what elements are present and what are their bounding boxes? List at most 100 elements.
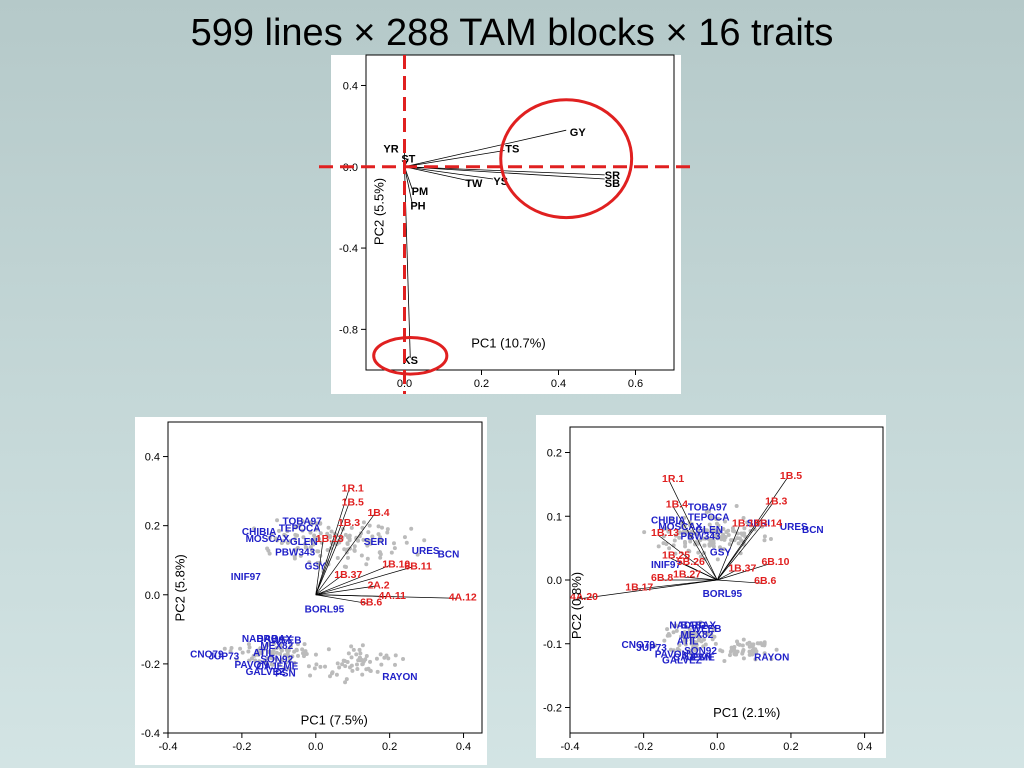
cultivar-label: PAVON (655, 649, 689, 660)
y-axis-label: PC2 (0.8%) (569, 572, 584, 639)
line-point (365, 538, 370, 543)
cultivar-label: JUP73 (209, 651, 240, 662)
line-point (729, 648, 734, 653)
line-point (737, 536, 742, 541)
line-point (688, 651, 693, 656)
line-point (712, 634, 717, 639)
y-tick-label: -0.8 (339, 324, 358, 336)
line-point (314, 662, 319, 667)
line-point (735, 639, 740, 644)
marker-label: 6B.8 (651, 572, 673, 584)
line-point (378, 538, 383, 543)
line-point (361, 537, 366, 542)
line-point (359, 553, 364, 558)
line-point (695, 647, 700, 652)
marker-vector (684, 563, 718, 581)
x-tick-label: 0.2 (783, 741, 798, 753)
trait-label-tw: TW (465, 178, 483, 190)
line-point (354, 652, 359, 657)
cultivar-label: SON92 (260, 655, 293, 666)
line-point (693, 634, 698, 639)
line-point (335, 661, 340, 666)
line-point (679, 521, 684, 526)
marker-vector (717, 579, 762, 584)
line-point (326, 525, 331, 530)
line-point (365, 556, 370, 561)
line-point (275, 518, 280, 523)
line-point (301, 651, 306, 656)
line-point (711, 527, 716, 532)
pc1-7-5-biplot: -0.4 -0.2 0.0 0.2 0.4 -0.4 -0.2 0.0 0.2 0.4 TOBA97… (141, 421, 483, 753)
trait-vector (404, 166, 494, 180)
x-tick-label: 0.6 (628, 378, 643, 390)
line-point (716, 523, 721, 528)
line-point (409, 526, 414, 531)
line-point (718, 535, 723, 540)
line-point (325, 531, 330, 536)
line-point (352, 544, 357, 549)
line-point (271, 641, 276, 646)
line-point (727, 653, 732, 658)
cultivar-label: MEX82 (260, 641, 293, 652)
line-point (247, 658, 252, 663)
marker-label: 5B.26 (677, 556, 705, 568)
line-point (350, 668, 355, 673)
line-point (708, 529, 713, 534)
line-point (384, 653, 389, 658)
line-point (340, 662, 345, 667)
line-point (267, 551, 272, 556)
line-point (687, 627, 692, 632)
y-tick-label: -0.1 (543, 639, 562, 651)
line-point (762, 538, 767, 543)
marker-vector (315, 575, 342, 596)
line-point (740, 649, 745, 654)
trait-label-yr: YR (383, 143, 398, 155)
line-point (685, 631, 690, 636)
line-point (256, 652, 261, 657)
line-point (346, 651, 351, 656)
marker-vector (717, 525, 762, 581)
line-point (314, 521, 319, 526)
line-point (342, 564, 347, 569)
line-point (274, 646, 279, 651)
line-point (666, 631, 671, 636)
y-tick-label: -0.4 (141, 728, 160, 740)
cultivar-label: GSY (305, 561, 326, 572)
cultivar-label: INIF97 (651, 560, 681, 571)
line-point (278, 642, 283, 647)
line-point (727, 542, 732, 547)
line-point (696, 528, 701, 533)
line-point (342, 547, 347, 552)
line-point (732, 648, 737, 653)
marker-label: 1B.37 (334, 569, 362, 581)
marker-vector (315, 539, 324, 595)
cultivar-label: CAJEME (673, 653, 715, 664)
marker-vector (315, 565, 390, 596)
marker-label: 6B.10 (761, 556, 789, 568)
line-point (276, 528, 281, 533)
y-axis-label: PC2 (5.5%) (371, 178, 386, 245)
line-point (665, 627, 670, 632)
cultivar-label: NADRO (242, 634, 279, 645)
line-point (718, 530, 723, 535)
line-point (750, 649, 755, 654)
line-point (325, 547, 330, 552)
trait-vector (404, 166, 411, 358)
cultivar-label: BORL95 (305, 605, 345, 616)
cultivar-label: BABAX (680, 621, 716, 632)
cultivar-label: MOSCAX (246, 534, 290, 545)
line-point (690, 645, 695, 650)
line-point (282, 653, 287, 658)
line-point (308, 673, 313, 678)
line-point (698, 554, 703, 559)
line-point (367, 523, 372, 528)
line-point (687, 549, 692, 554)
line-point (274, 657, 279, 662)
line-point (315, 549, 320, 554)
line-point (343, 664, 348, 669)
line-point (258, 646, 263, 651)
line-point (271, 648, 276, 653)
line-point (747, 644, 752, 649)
line-point (286, 648, 291, 653)
highlight-circle-1 (499, 98, 634, 220)
